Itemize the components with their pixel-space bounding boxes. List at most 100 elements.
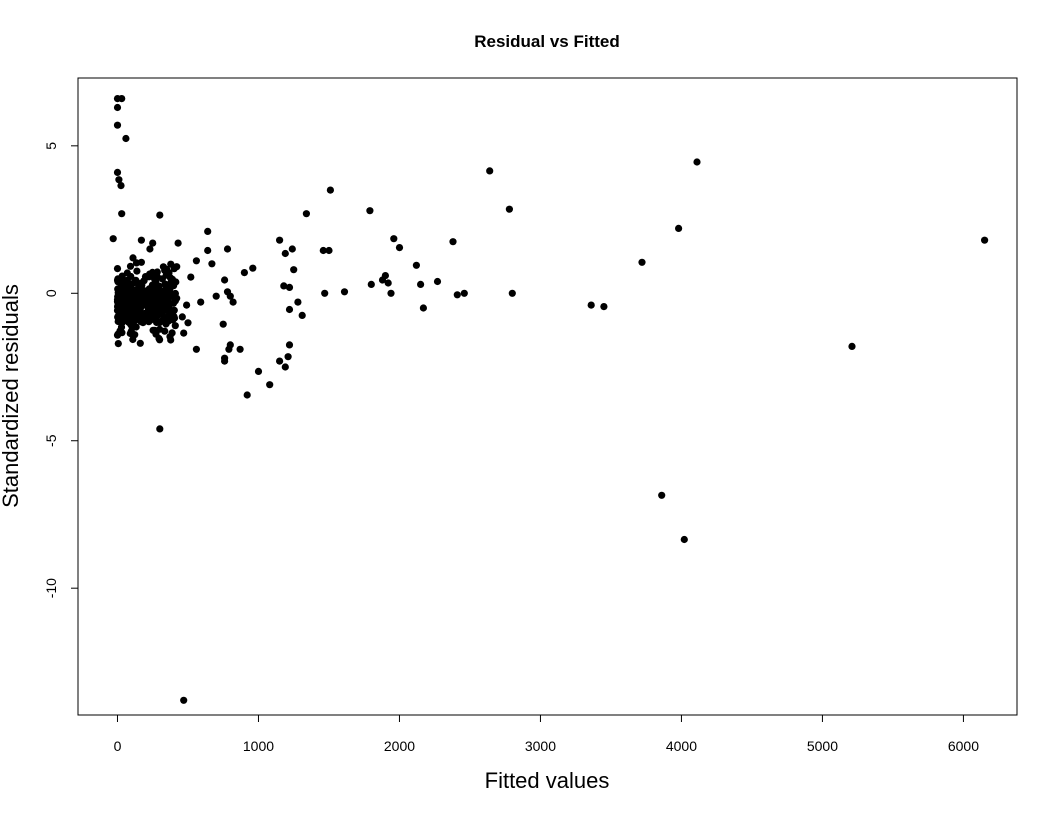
data-point bbox=[130, 294, 138, 302]
data-point bbox=[156, 211, 164, 219]
data-point bbox=[285, 341, 294, 349]
data-point bbox=[197, 298, 205, 306]
data-point bbox=[187, 273, 195, 281]
data-point bbox=[221, 276, 229, 284]
data-point bbox=[600, 303, 608, 311]
data-point bbox=[184, 319, 192, 327]
data-point bbox=[183, 301, 191, 309]
data-point bbox=[693, 158, 701, 166]
data-point bbox=[158, 310, 166, 318]
data-point bbox=[319, 246, 327, 255]
data-point bbox=[486, 167, 494, 175]
data-point bbox=[387, 289, 395, 297]
data-point bbox=[276, 357, 284, 365]
data-point bbox=[367, 280, 375, 288]
data-point bbox=[166, 333, 174, 341]
data-point bbox=[120, 279, 128, 287]
data-point bbox=[290, 266, 298, 274]
data-point bbox=[114, 340, 122, 348]
data-point bbox=[180, 329, 188, 337]
data-point bbox=[208, 260, 216, 268]
data-point bbox=[131, 301, 140, 309]
data-point bbox=[325, 246, 333, 255]
x-tick-label: 0 bbox=[114, 738, 122, 754]
data-point bbox=[453, 291, 461, 299]
data-point bbox=[223, 245, 232, 253]
x-tick-label: 4000 bbox=[666, 738, 697, 754]
data-point bbox=[138, 314, 146, 322]
data-point bbox=[135, 285, 143, 294]
data-point bbox=[254, 367, 263, 375]
data-point bbox=[243, 391, 251, 399]
y-axis-label: Standardized residuals bbox=[0, 284, 23, 508]
data-point bbox=[204, 246, 212, 255]
data-point bbox=[140, 277, 148, 285]
data-points bbox=[109, 95, 989, 704]
data-point bbox=[115, 176, 123, 184]
data-point bbox=[384, 279, 392, 287]
y-axis: 5 0 -5 -10 bbox=[43, 142, 79, 598]
data-point bbox=[146, 245, 154, 253]
data-point bbox=[178, 313, 186, 321]
data-point bbox=[433, 277, 442, 286]
data-point bbox=[109, 235, 117, 243]
data-point bbox=[117, 182, 125, 190]
data-point bbox=[113, 103, 122, 112]
x-tick-label: 3000 bbox=[525, 738, 556, 754]
data-point bbox=[171, 289, 179, 298]
data-point bbox=[276, 236, 284, 244]
data-point bbox=[266, 381, 274, 389]
data-point bbox=[113, 121, 122, 129]
data-point bbox=[419, 304, 427, 312]
data-point bbox=[148, 306, 156, 314]
data-point bbox=[321, 289, 329, 297]
data-point bbox=[285, 305, 294, 314]
data-point bbox=[340, 288, 349, 296]
data-point bbox=[156, 425, 164, 433]
data-point bbox=[229, 298, 237, 306]
data-point bbox=[153, 268, 161, 276]
data-point bbox=[280, 282, 288, 290]
data-point bbox=[133, 267, 141, 275]
data-point bbox=[638, 258, 646, 266]
data-point bbox=[240, 269, 248, 277]
data-point bbox=[129, 254, 137, 262]
data-point bbox=[417, 280, 425, 288]
data-point bbox=[113, 276, 122, 284]
data-point bbox=[126, 283, 134, 291]
data-point bbox=[390, 235, 398, 243]
data-point bbox=[126, 262, 135, 270]
data-point bbox=[156, 336, 164, 344]
data-point bbox=[122, 305, 130, 313]
data-point bbox=[145, 273, 153, 281]
data-point bbox=[381, 272, 389, 280]
y-tick-label: -5 bbox=[43, 434, 59, 447]
data-point bbox=[142, 299, 150, 307]
data-point bbox=[675, 224, 683, 232]
data-point bbox=[147, 291, 155, 299]
plot-frame bbox=[77, 77, 1018, 716]
data-point bbox=[137, 236, 145, 244]
data-point bbox=[160, 317, 168, 325]
data-point bbox=[658, 491, 666, 499]
x-tick-label: 1000 bbox=[243, 738, 274, 754]
x-tick-label: 6000 bbox=[948, 738, 979, 754]
data-point bbox=[127, 316, 135, 324]
data-point bbox=[219, 320, 227, 328]
data-point bbox=[180, 696, 188, 704]
data-point bbox=[981, 236, 989, 244]
x-tick-label: 5000 bbox=[807, 738, 838, 754]
x-axis: 0 1000 2000 3000 4000 5000 6000 bbox=[114, 714, 979, 754]
data-point bbox=[167, 314, 175, 322]
data-point bbox=[123, 269, 131, 277]
data-point bbox=[115, 315, 123, 323]
y-tick-label: 5 bbox=[43, 142, 59, 150]
x-axis-label: Fitted values bbox=[485, 768, 610, 793]
data-point bbox=[174, 239, 182, 247]
data-point bbox=[284, 353, 292, 361]
data-point bbox=[508, 289, 516, 297]
data-point bbox=[159, 297, 167, 306]
data-point bbox=[680, 535, 688, 544]
data-point bbox=[170, 265, 178, 273]
